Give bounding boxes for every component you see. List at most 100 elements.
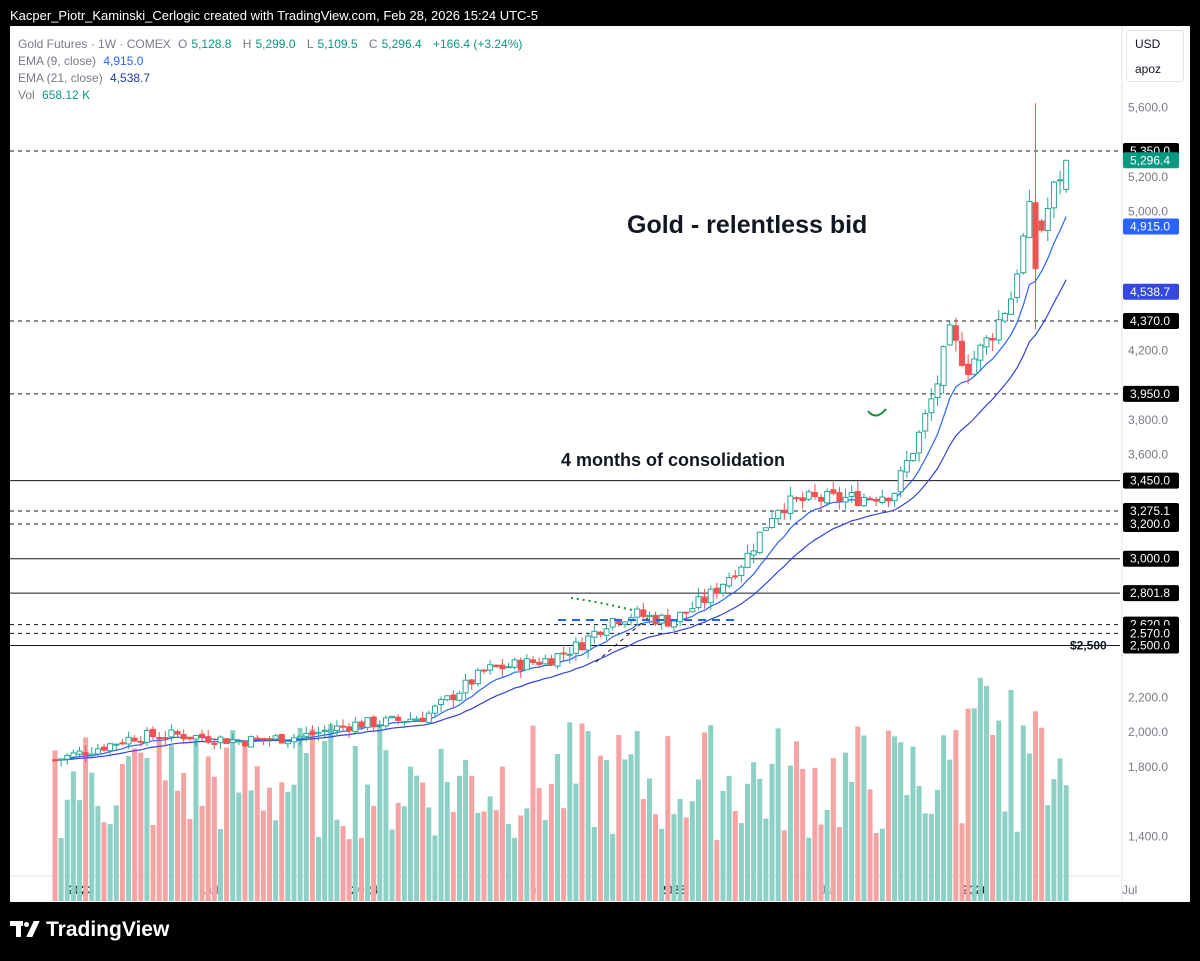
- volume-bar: [83, 737, 89, 901]
- candle-body: [438, 698, 445, 706]
- candle-body: [162, 737, 169, 740]
- volume-bar: [941, 735, 947, 901]
- chart-legend: Gold Futures · 1W · COMEX O 5,128.8 H 5,29…: [18, 36, 526, 104]
- candle-body: [542, 658, 549, 665]
- volume-bar: [659, 828, 665, 901]
- candle-body: [229, 739, 236, 743]
- candle-body: [799, 497, 806, 502]
- volume-bar: [695, 779, 701, 901]
- candle-body: [52, 759, 58, 762]
- volume-bar: [732, 811, 738, 901]
- candle-body: [291, 737, 298, 743]
- volume-bar: [683, 817, 689, 901]
- volume-bar: [438, 748, 444, 901]
- volume-bar: [346, 839, 352, 901]
- volume-bar: [89, 772, 95, 901]
- candle-body: [946, 324, 953, 346]
- candle-body: [744, 552, 751, 568]
- candle-body: [303, 732, 310, 737]
- candle-body: [873, 499, 880, 502]
- candle-body: [450, 694, 457, 701]
- level-price-tag: [1123, 385, 1179, 402]
- volume-bar: [187, 819, 193, 901]
- legend-ema9-value: 4,915.0: [103, 54, 144, 68]
- legend-change: +166.4 (+3.24%): [432, 37, 523, 51]
- candle-body: [1026, 200, 1033, 238]
- candle-body: [995, 319, 1002, 341]
- candle-body: [885, 497, 892, 502]
- candle-body: [609, 617, 616, 628]
- volume-bar: [573, 783, 579, 901]
- volume-bar: [879, 828, 885, 901]
- volume-bar: [916, 785, 922, 901]
- volume-bar: [487, 796, 493, 901]
- volume-bar: [383, 750, 389, 901]
- volume-bar: [493, 810, 499, 901]
- candle-body: [333, 725, 340, 731]
- volume-bar: [984, 685, 990, 901]
- volume-bar: [640, 799, 646, 901]
- brand-name: TradingView: [46, 918, 170, 941]
- volume-bar: [861, 735, 867, 901]
- volume-bar: [358, 838, 364, 901]
- currency-unit[interactable]: apoz: [1135, 62, 1162, 76]
- candle-body: [266, 738, 273, 741]
- volume-bar: [1039, 727, 1045, 901]
- volume-bar: [561, 808, 567, 901]
- currency-code[interactable]: USD: [1135, 37, 1161, 51]
- candle-body: [180, 734, 187, 740]
- level-price-label: 3,200.0: [1130, 517, 1170, 531]
- legend-ema21-row[interactable]: EMA (21, close) 4,538.7: [18, 70, 526, 87]
- candle-body: [278, 733, 285, 744]
- level-price-label: 4,370.0: [1130, 314, 1170, 328]
- level-price-tag: [1123, 313, 1179, 330]
- volume-bar: [818, 824, 824, 901]
- candle-body: [168, 729, 175, 738]
- candle-body: [113, 743, 120, 746]
- volume-bar: [371, 805, 377, 901]
- volume-bar: [977, 677, 983, 901]
- volume-bar: [849, 781, 855, 901]
- legend-symbol[interactable]: Gold Futures · 1W · COMEX: [18, 37, 171, 51]
- volume-bar: [806, 837, 812, 901]
- legend-low: L 5,109.5: [306, 37, 358, 51]
- volume-bar: [101, 822, 107, 901]
- candle-body: [738, 566, 745, 576]
- candle-body: [523, 658, 530, 671]
- legend-ema21-value: 4,538.7: [110, 71, 151, 85]
- volume-bar: [512, 837, 518, 901]
- volume-bar: [444, 781, 450, 901]
- legend-volume-label: Vol: [18, 88, 35, 102]
- y-tick-label: 4,200.0: [1128, 344, 1168, 358]
- candle-body: [413, 718, 420, 721]
- candle-body: [487, 664, 494, 671]
- volume-bar: [377, 726, 383, 901]
- legend-ema9-row[interactable]: EMA (9, close) 4,915.0: [18, 53, 526, 70]
- price-chart[interactable]: 1,400.0 1,800.0 2,000.0 2,200.0 3,600.0 3,800…: [10, 26, 1190, 902]
- candle-body: [793, 497, 800, 500]
- currency-unit-box[interactable]: USD apoz: [1126, 30, 1184, 82]
- volume-bar: [211, 776, 217, 901]
- level-price-tag: [1123, 472, 1179, 489]
- green-curve-marker: [867, 408, 887, 417]
- volume-bar: [794, 741, 800, 901]
- chart-panel[interactable]: 1,400.0 1,800.0 2,000.0 2,200.0 3,600.0 3,800…: [10, 26, 1190, 902]
- volume-bar: [322, 741, 328, 901]
- volume-bar: [309, 729, 315, 901]
- candle-body: [634, 608, 641, 618]
- legend-volume-row[interactable]: Vol 658.12 K: [18, 87, 526, 104]
- volume-bar: [1002, 811, 1008, 901]
- legend-close: C 5,296.4: [368, 37, 422, 51]
- volume-bar: [205, 756, 211, 901]
- volume-bar: [965, 708, 971, 901]
- volume-bar: [757, 778, 763, 901]
- legend-volume-value: 658.12 K: [42, 88, 91, 102]
- candle-body: [511, 659, 518, 668]
- volume-bar: [285, 791, 291, 901]
- candle-body: [462, 679, 469, 694]
- candle-body: [456, 692, 463, 701]
- candle-body: [315, 731, 322, 735]
- tradingview-brand[interactable]: TradingView: [10, 918, 169, 942]
- volume-bar: [291, 784, 297, 901]
- volume-bar: [892, 736, 898, 901]
